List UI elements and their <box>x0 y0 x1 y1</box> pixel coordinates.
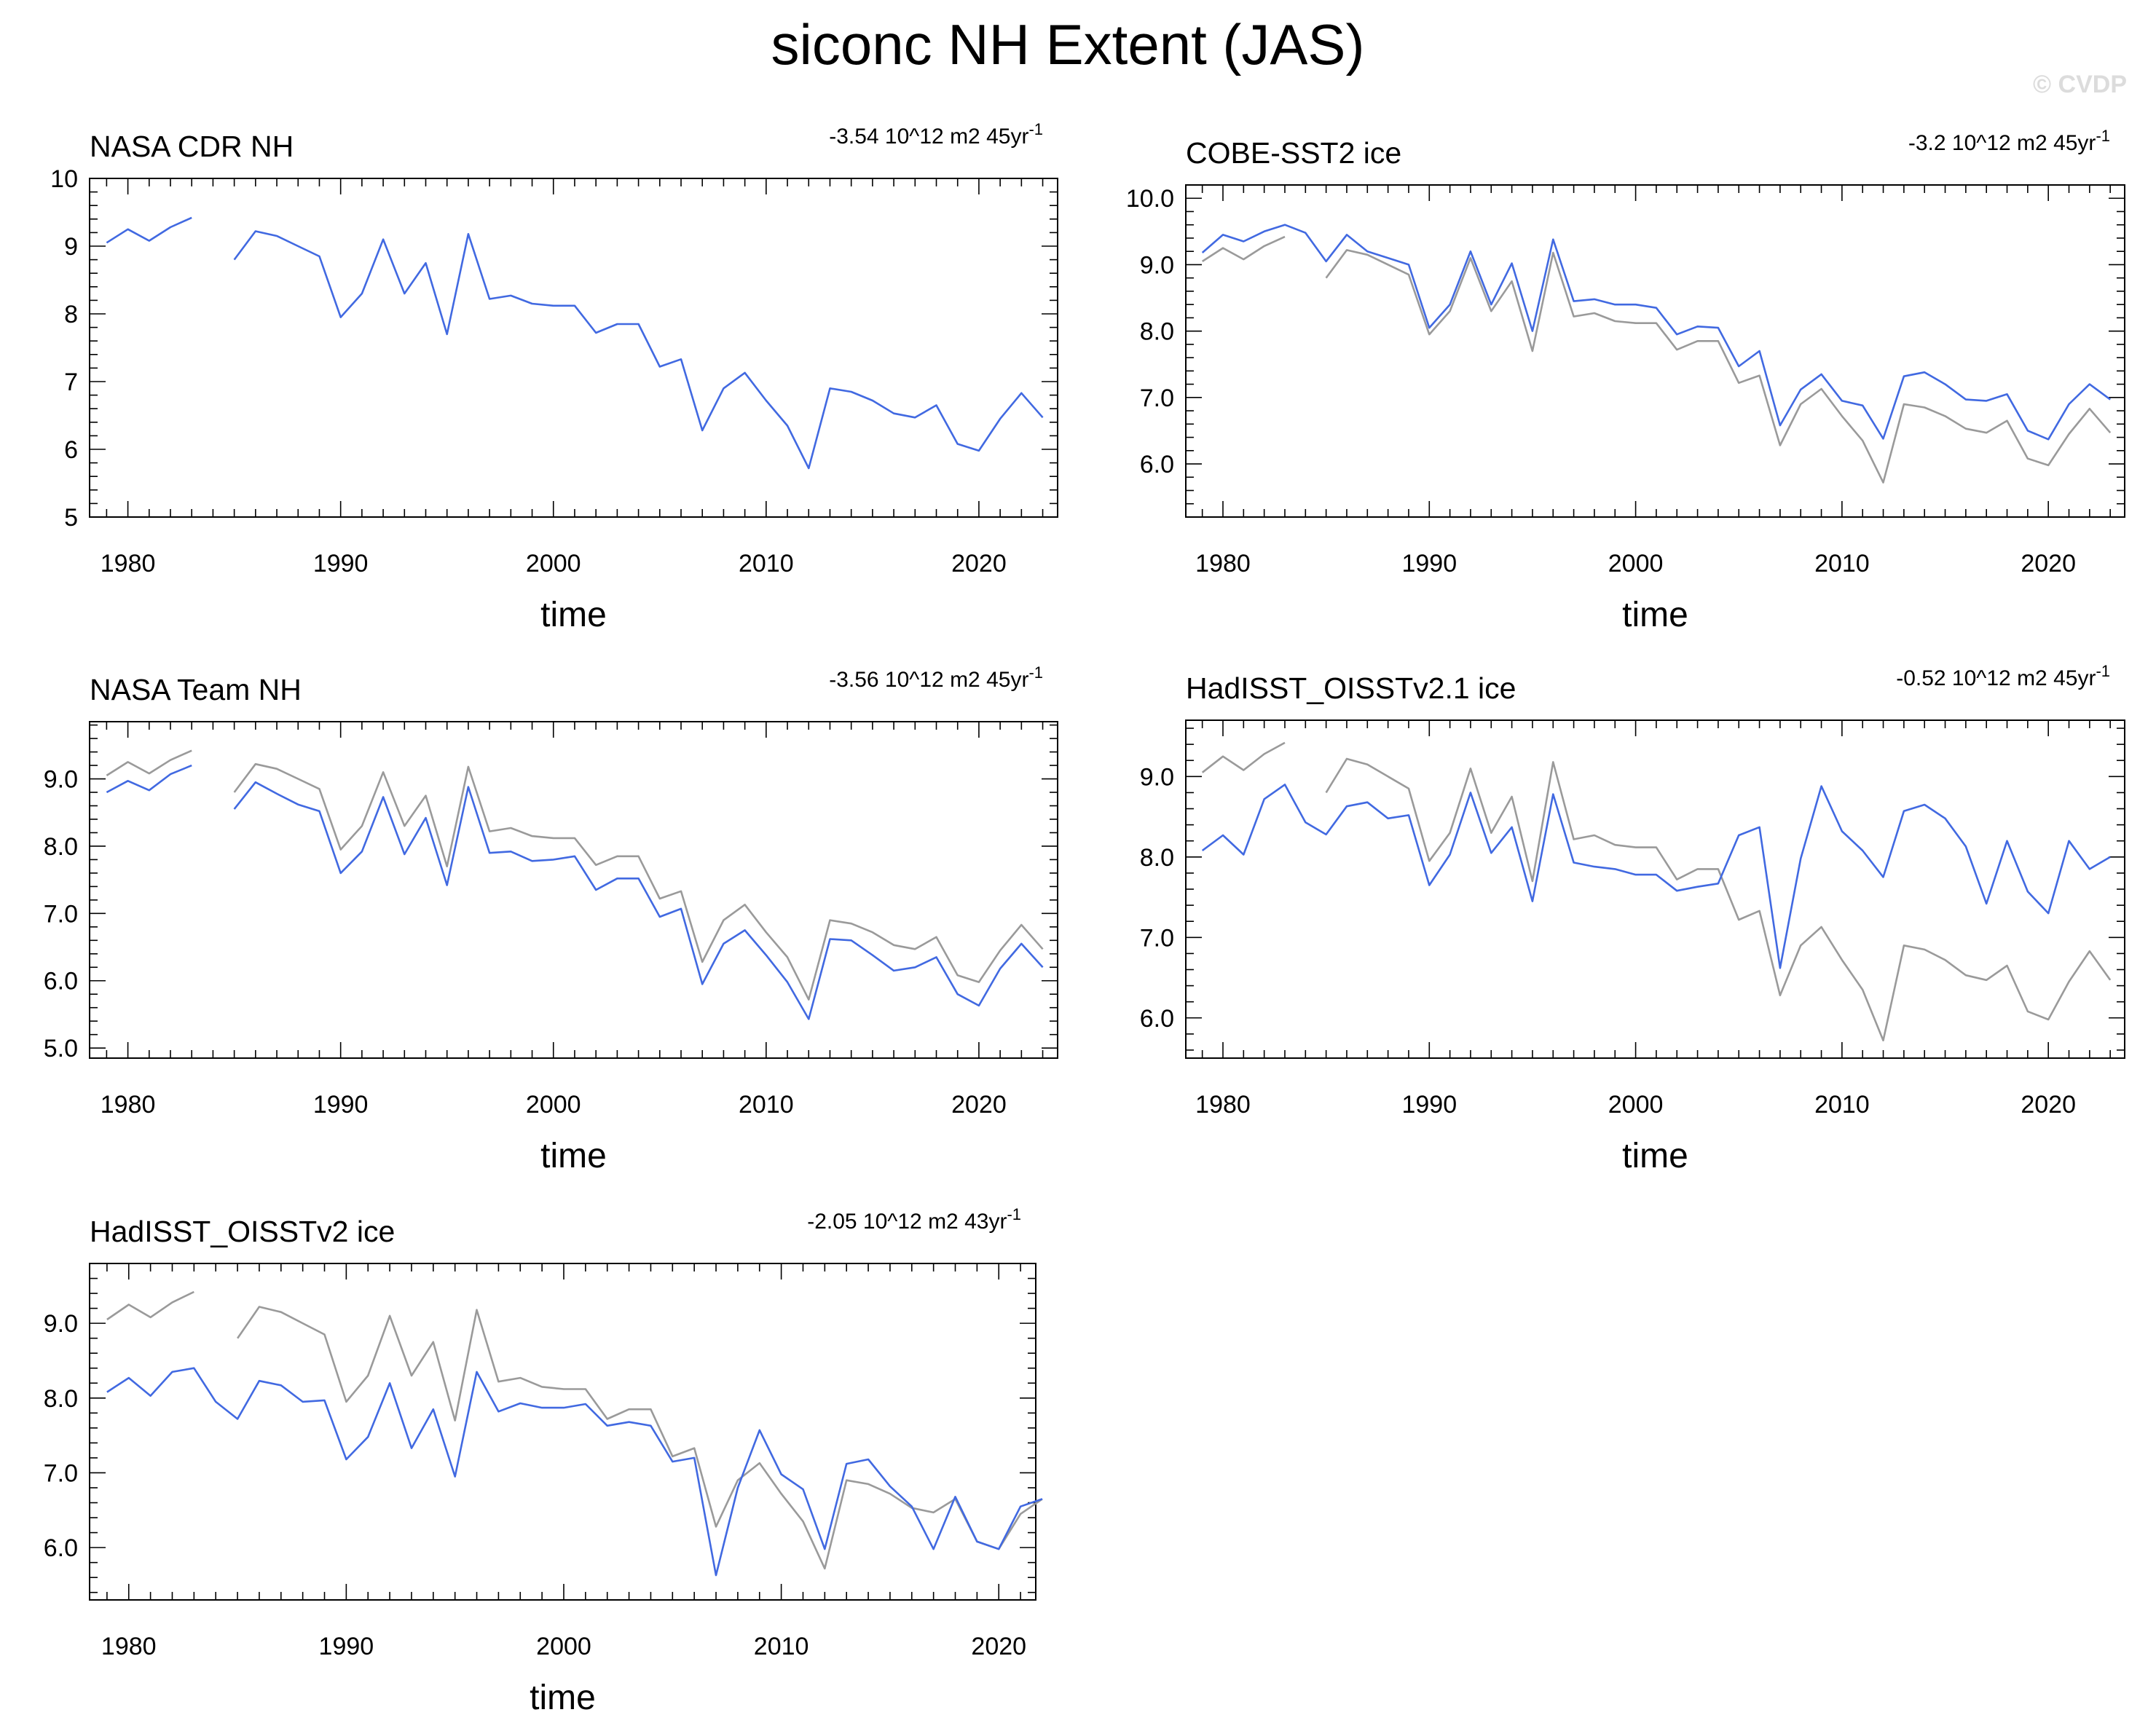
y-tick-label: 6.0 <box>44 968 78 995</box>
x-tick-label: 2020 <box>971 1633 1026 1660</box>
panel-title: HadISST_OISSTv2 ice <box>90 1215 395 1248</box>
x-tick-label: 2020 <box>951 1091 1007 1119</box>
y-tick-label: 9.0 <box>44 766 78 794</box>
y-tick-label: 6 <box>64 436 78 464</box>
trend-superscript: -1 <box>1007 1205 1021 1223</box>
trend-value: -0.52 10^12 m2 45yr <box>1896 666 2096 690</box>
x-tick-label: 1980 <box>1195 1091 1251 1119</box>
plot-frame <box>1185 719 2125 1059</box>
trend-label: -2.05 10^12 m2 43yr-1 <box>807 1205 1021 1234</box>
y-tick-label: 7.0 <box>44 1459 78 1487</box>
x-tick-label: 1980 <box>1195 550 1251 577</box>
panel-title: COBE-SST2 ice <box>1186 136 1401 170</box>
y-tick-label: 7 <box>64 368 78 396</box>
series-line-dataset <box>106 216 1044 470</box>
y-tick-label: 8 <box>64 301 78 328</box>
x-tick-label: 1990 <box>1401 550 1457 577</box>
y-tick-label: 6.0 <box>1140 1005 1174 1033</box>
x-tick-label: 2010 <box>739 550 794 577</box>
panel-nasa-team-nh: 1980 1990 2000 2010 2020 5.0 6.0 7.0 8.0 9.0 NASA … <box>44 663 1058 1175</box>
trend-label: -3.54 10^12 m2 45yr-1 <box>829 120 1043 149</box>
x-tick-label: 2000 <box>536 1633 591 1660</box>
series-line-observed <box>106 749 1044 1001</box>
y-tick-label: 6.0 <box>44 1534 78 1562</box>
panel-title: NASA CDR NH <box>90 130 294 163</box>
x-axis-label: time <box>1622 1137 1688 1175</box>
x-tick-label: 2020 <box>2021 1091 2076 1119</box>
y-tick-label: 8.0 <box>1140 844 1174 872</box>
trend-value: -3.54 10^12 m2 45yr <box>829 125 1028 149</box>
plot-frame <box>1185 184 2125 518</box>
plot-frame <box>89 721 1058 1059</box>
panel-title: NASA Team NH <box>90 673 302 706</box>
series-line-observed <box>1201 741 2112 1041</box>
x-tick-label: 1980 <box>101 550 156 577</box>
y-tick-label: 7.0 <box>1140 924 1174 952</box>
trend-value: -3.56 10^12 m2 45yr <box>829 668 1028 692</box>
plot-frame <box>89 1263 1036 1601</box>
panel-hadisst-oisstv2-ice: 1980 1990 2000 2010 2020 6.0 7.0 8.0 9.0 HadISST_… <box>44 1205 1043 1717</box>
x-tick-label: 1980 <box>101 1091 156 1119</box>
trend-superscript: -1 <box>2096 127 2110 145</box>
series-line-dataset <box>1201 784 2111 969</box>
series-line-dataset <box>1201 224 2111 441</box>
y-tick-label: 9 <box>64 233 78 261</box>
plot-frame <box>89 178 1058 518</box>
trend-superscript: -1 <box>2096 662 2110 680</box>
x-tick-label: 1990 <box>313 1091 369 1119</box>
x-tick-label: 1980 <box>101 1633 157 1660</box>
watermark: © CVDP <box>2033 71 2127 98</box>
x-tick-label: 1990 <box>319 1633 374 1660</box>
series-line-dataset <box>106 1367 1043 1577</box>
x-tick-label: 2000 <box>1608 1091 1664 1119</box>
y-tick-label: 8.0 <box>1140 318 1174 346</box>
y-tick-label: 6.0 <box>1140 451 1174 478</box>
y-tick-label: 10.0 <box>1126 185 1174 213</box>
trend-superscript: -1 <box>1028 663 1043 682</box>
x-tick-label: 2000 <box>1608 550 1664 577</box>
x-tick-label: 2020 <box>951 550 1007 577</box>
trend-label: -3.2 10^12 m2 45yr-1 <box>1908 127 2110 155</box>
y-tick-label: 9.0 <box>1140 763 1174 791</box>
figure-title: siconc NH Extent (JAS) <box>771 12 1365 76</box>
x-axis-label: time <box>540 1137 607 1175</box>
x-axis-label: time <box>540 596 607 634</box>
x-tick-label: 2010 <box>754 1633 809 1660</box>
y-tick-label: 9.0 <box>1140 251 1174 279</box>
x-tick-label: 2010 <box>739 1091 794 1119</box>
x-axis-label: time <box>530 1679 596 1717</box>
panel-nasa-cdr-nh: 1980 1990 2000 2010 2020 5 6 7 8 9 10 NASA CDR NH -3… <box>50 120 1058 634</box>
x-axis-label: time <box>1622 596 1688 634</box>
trend-value: -2.05 10^12 m2 43yr <box>807 1210 1007 1234</box>
panel-title: HadISST_OISSTv2.1 ice <box>1186 671 1516 705</box>
y-tick-label: 7.0 <box>1140 385 1174 412</box>
trend-superscript: -1 <box>1028 120 1043 138</box>
x-tick-label: 2000 <box>526 550 581 577</box>
x-tick-label: 1990 <box>1401 1091 1457 1119</box>
x-tick-label: 1990 <box>313 550 369 577</box>
series-line-observed <box>1201 235 2112 484</box>
y-tick-label: 9.0 <box>44 1310 78 1338</box>
y-tick-label: 7.0 <box>44 900 78 928</box>
x-tick-label: 2010 <box>1814 550 1870 577</box>
y-tick-label: 8.0 <box>44 1385 78 1413</box>
series-line-observed <box>106 1290 1043 1570</box>
y-tick-label: 5 <box>64 504 78 532</box>
x-tick-label: 2010 <box>1814 1091 1870 1119</box>
panel-cobe-sst2-ice: 1980 1990 2000 2010 2020 6.0 7.0 8.0 9.0 10.0 COBE… <box>1126 127 2125 634</box>
trend-label: -3.56 10^12 m2 45yr-1 <box>829 663 1043 692</box>
x-tick-label: 2000 <box>526 1091 581 1119</box>
y-tick-label: 5.0 <box>44 1035 78 1062</box>
trend-label: -0.52 10^12 m2 45yr-1 <box>1896 662 2110 690</box>
y-tick-label: 8.0 <box>44 833 78 861</box>
trend-value: -3.2 10^12 m2 45yr <box>1908 131 2096 155</box>
series-line-dataset <box>106 764 1044 1020</box>
y-tick-label: 10 <box>50 165 78 193</box>
x-tick-label: 2020 <box>2021 550 2076 577</box>
panel-hadisst-oisstv2-1-ice: 1980 1990 2000 2010 2020 6.0 7.0 8.0 9.0 HadISST_… <box>1140 662 2125 1175</box>
